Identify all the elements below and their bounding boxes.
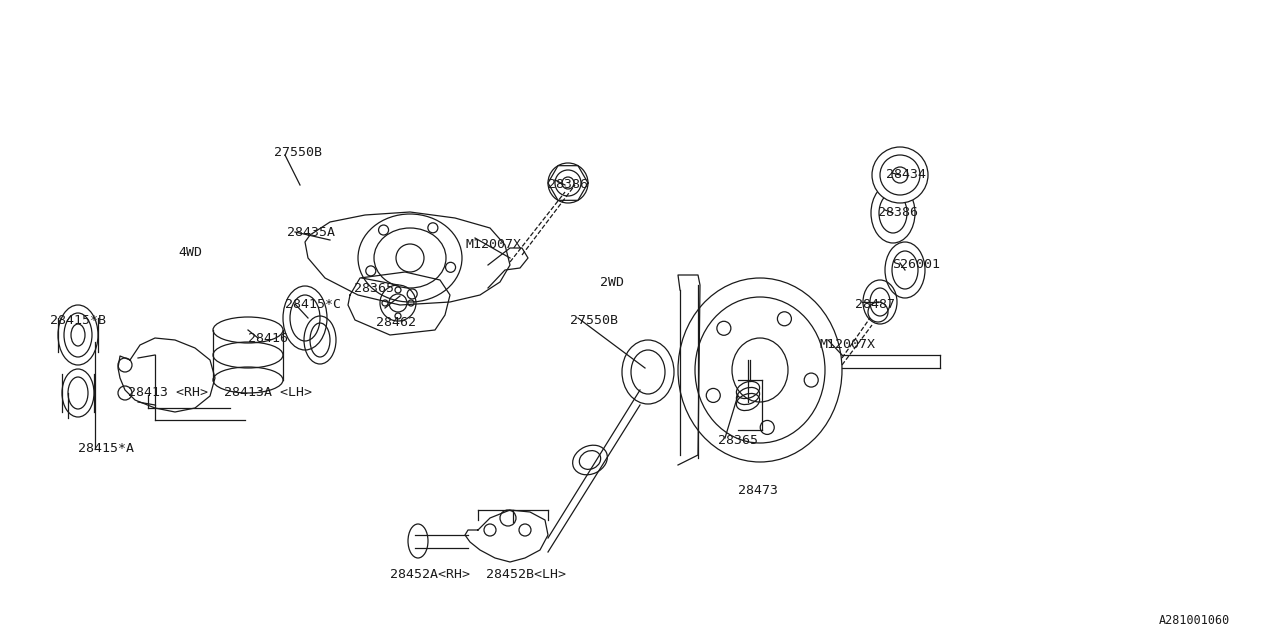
Text: 28415*C: 28415*C <box>285 298 340 310</box>
Text: 28487: 28487 <box>855 298 895 312</box>
Text: 28434: 28434 <box>886 168 925 182</box>
Text: 27550B: 27550B <box>274 145 323 159</box>
Text: 2WD: 2WD <box>600 275 625 289</box>
Circle shape <box>872 147 928 203</box>
Text: 28473: 28473 <box>739 483 778 497</box>
Text: 28415*A: 28415*A <box>78 442 134 456</box>
Text: 28365: 28365 <box>718 435 758 447</box>
Text: 28462: 28462 <box>376 316 416 328</box>
Text: 28386: 28386 <box>878 207 918 220</box>
Text: 28452A<RH>  28452B<LH>: 28452A<RH> 28452B<LH> <box>390 568 566 582</box>
Text: 28435A: 28435A <box>287 225 335 239</box>
Text: M12007X: M12007X <box>820 339 876 351</box>
Text: 28365: 28365 <box>355 282 394 294</box>
Text: A281001060: A281001060 <box>1158 614 1230 627</box>
Text: 4WD: 4WD <box>178 246 202 259</box>
Text: 28413 <RH>  28413A <LH>: 28413 <RH> 28413A <LH> <box>128 387 312 399</box>
Text: 28415*B: 28415*B <box>50 314 106 326</box>
Text: 27550B: 27550B <box>570 314 618 326</box>
Text: S26001: S26001 <box>892 259 940 271</box>
Text: 28416: 28416 <box>248 332 288 344</box>
Text: M12007X: M12007X <box>466 239 522 252</box>
Text: 28386: 28386 <box>548 179 588 191</box>
